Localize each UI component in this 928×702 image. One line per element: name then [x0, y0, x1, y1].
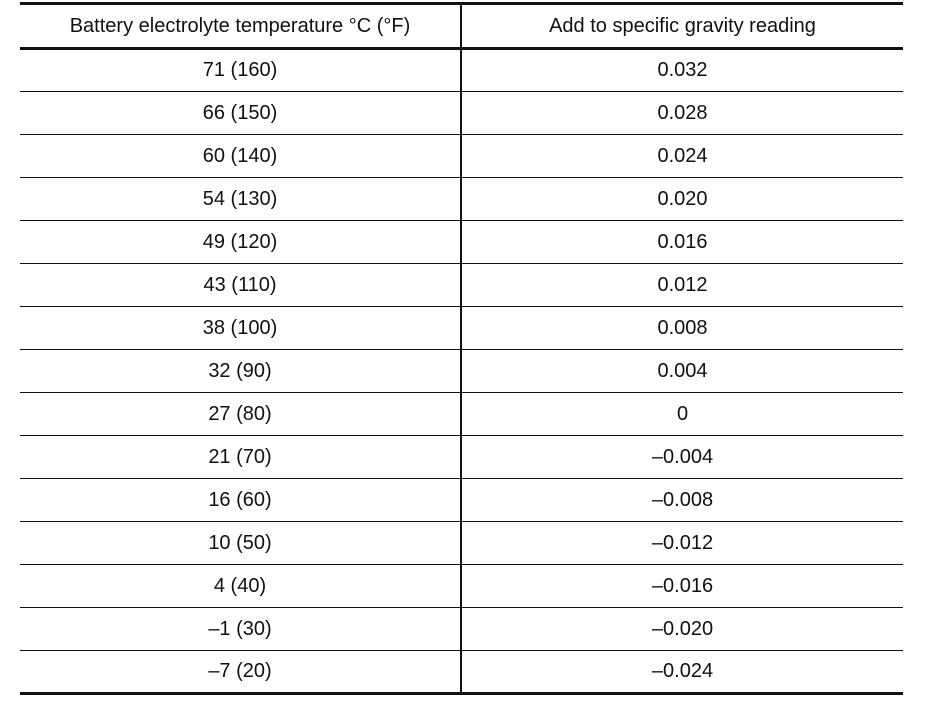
gravity-adjustment-cell: –0.008	[461, 478, 903, 522]
gravity-adjustment-cell: 0.028	[461, 91, 903, 135]
temperature-cell: –7 (20)	[20, 650, 462, 695]
gravity-adjustment-cell: 0.008	[461, 306, 903, 350]
gravity-adjustment-cell: –0.004	[461, 435, 903, 479]
header-temperature: Battery electrolyte temperature °C (°F)	[20, 2, 462, 50]
gravity-adjustment-cell: 0.016	[461, 220, 903, 264]
table-row: 66 (150) 0.028	[20, 91, 903, 135]
gravity-adjustment-cell: 0.012	[461, 263, 903, 307]
temperature-correction-table: Battery electrolyte temperature °C (°F) …	[20, 2, 903, 695]
table-row: 16 (60) –0.008	[20, 478, 903, 522]
gravity-adjustment-cell: –0.016	[461, 564, 903, 608]
gravity-adjustment-cell: –0.012	[461, 521, 903, 565]
table-row: –7 (20) –0.024	[20, 650, 903, 695]
table-row: 38 (100) 0.008	[20, 306, 903, 350]
temperature-cell: –1 (30)	[20, 607, 462, 651]
table-row: 60 (140) 0.024	[20, 134, 903, 178]
gravity-adjustment-cell: 0.024	[461, 134, 903, 178]
temperature-cell: 60 (140)	[20, 134, 462, 178]
table-row: 49 (120) 0.016	[20, 220, 903, 264]
header-row: Battery electrolyte temperature °C (°F) …	[20, 2, 903, 50]
gravity-adjustment-cell: –0.024	[461, 650, 903, 695]
temperature-correction-table-container: Battery electrolyte temperature °C (°F) …	[20, 2, 903, 695]
temperature-cell: 71 (160)	[20, 48, 462, 92]
table-row: 32 (90) 0.004	[20, 349, 903, 393]
temperature-cell: 21 (70)	[20, 435, 462, 479]
table-row: 21 (70) –0.004	[20, 435, 903, 479]
table-row: 27 (80) 0	[20, 392, 903, 436]
gravity-adjustment-cell: 0.032	[461, 48, 903, 92]
table-row: –1 (30) –0.020	[20, 607, 903, 651]
temperature-cell: 16 (60)	[20, 478, 462, 522]
temperature-cell: 43 (110)	[20, 263, 462, 307]
table-row: 71 (160) 0.032	[20, 48, 903, 92]
table-row: 4 (40) –0.016	[20, 564, 903, 608]
table-row: 54 (130) 0.020	[20, 177, 903, 221]
table-row: 43 (110) 0.012	[20, 263, 903, 307]
gravity-adjustment-cell: 0.020	[461, 177, 903, 221]
header-gravity-adjustment: Add to specific gravity reading	[461, 2, 903, 50]
temperature-cell: 38 (100)	[20, 306, 462, 350]
temperature-cell: 49 (120)	[20, 220, 462, 264]
gravity-adjustment-cell: –0.020	[461, 607, 903, 651]
table-row: 10 (50) –0.012	[20, 521, 903, 565]
temperature-cell: 66 (150)	[20, 91, 462, 135]
temperature-cell: 4 (40)	[20, 564, 462, 608]
temperature-cell: 54 (130)	[20, 177, 462, 221]
temperature-cell: 27 (80)	[20, 392, 462, 436]
temperature-cell: 32 (90)	[20, 349, 462, 393]
gravity-adjustment-cell: 0	[461, 392, 903, 436]
gravity-adjustment-cell: 0.004	[461, 349, 903, 393]
temperature-cell: 10 (50)	[20, 521, 462, 565]
